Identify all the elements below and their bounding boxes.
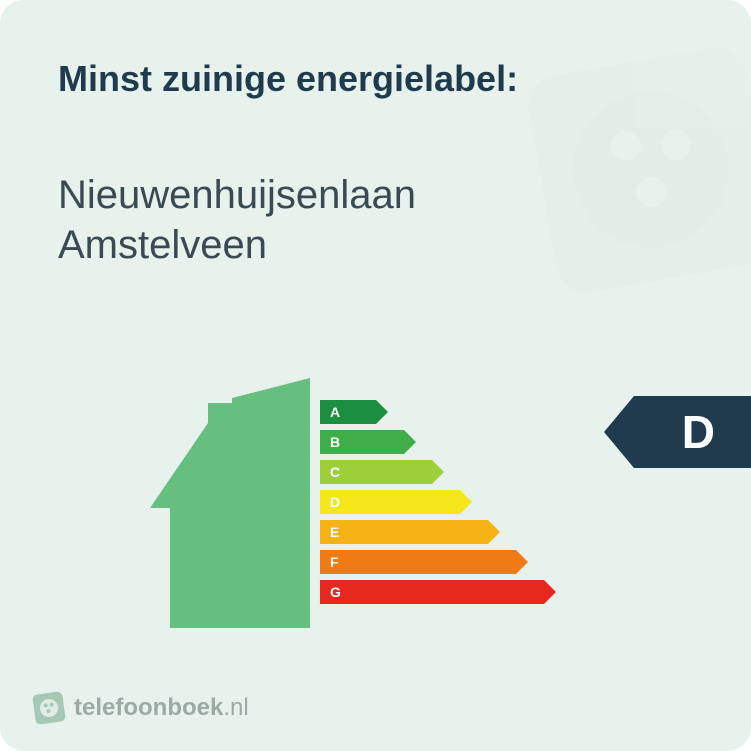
bar-arrow	[544, 580, 556, 604]
watermark-icon	[511, 30, 751, 310]
energy-bar-b: B	[320, 430, 544, 454]
bar-arrow	[376, 400, 388, 424]
energy-bar-label: E	[320, 520, 488, 544]
energy-bar-label: A	[320, 400, 376, 424]
energy-bar-label: D	[320, 490, 460, 514]
footer-logo-icon	[32, 691, 66, 725]
subtitle-line-1: Nieuwenhuijsenlaan	[58, 170, 416, 220]
badge-arrow	[604, 396, 634, 468]
energy-bar-label: B	[320, 430, 404, 454]
energy-bar-label: C	[320, 460, 432, 484]
bar-arrow	[516, 550, 528, 574]
subtitle-line-2: Amstelveen	[58, 220, 416, 270]
energy-bars: ABCDEFG	[320, 400, 544, 604]
energy-bar-g: G	[320, 580, 544, 604]
rating-badge: D	[634, 396, 751, 468]
house-icon	[150, 378, 310, 628]
bar-arrow	[488, 520, 500, 544]
energy-bar-e: E	[320, 520, 544, 544]
energy-bar-c: C	[320, 460, 544, 484]
footer: telefoonboek.nl	[34, 693, 249, 723]
energy-bar-f: F	[320, 550, 544, 574]
energy-bar-d: D	[320, 490, 544, 514]
footer-brand-tld: .nl	[223, 694, 248, 721]
energy-bar-label: G	[320, 580, 544, 604]
footer-brand-name: telefoonboek	[74, 694, 223, 721]
location-subtitle: Nieuwenhuijsenlaan Amstelveen	[58, 170, 416, 270]
energy-bar-a: A	[320, 400, 544, 424]
bar-arrow	[404, 430, 416, 454]
page-title: Minst zuinige energielabel:	[58, 58, 518, 100]
badge-letter: D	[682, 405, 715, 459]
bar-arrow	[432, 460, 444, 484]
footer-brand: telefoonboek.nl	[74, 694, 249, 722]
energy-label-card: Minst zuinige energielabel: Nieuwenhuijs…	[0, 0, 751, 751]
energy-chart: ABCDEFG	[150, 378, 580, 628]
energy-bar-label: F	[320, 550, 516, 574]
bar-arrow	[460, 490, 472, 514]
